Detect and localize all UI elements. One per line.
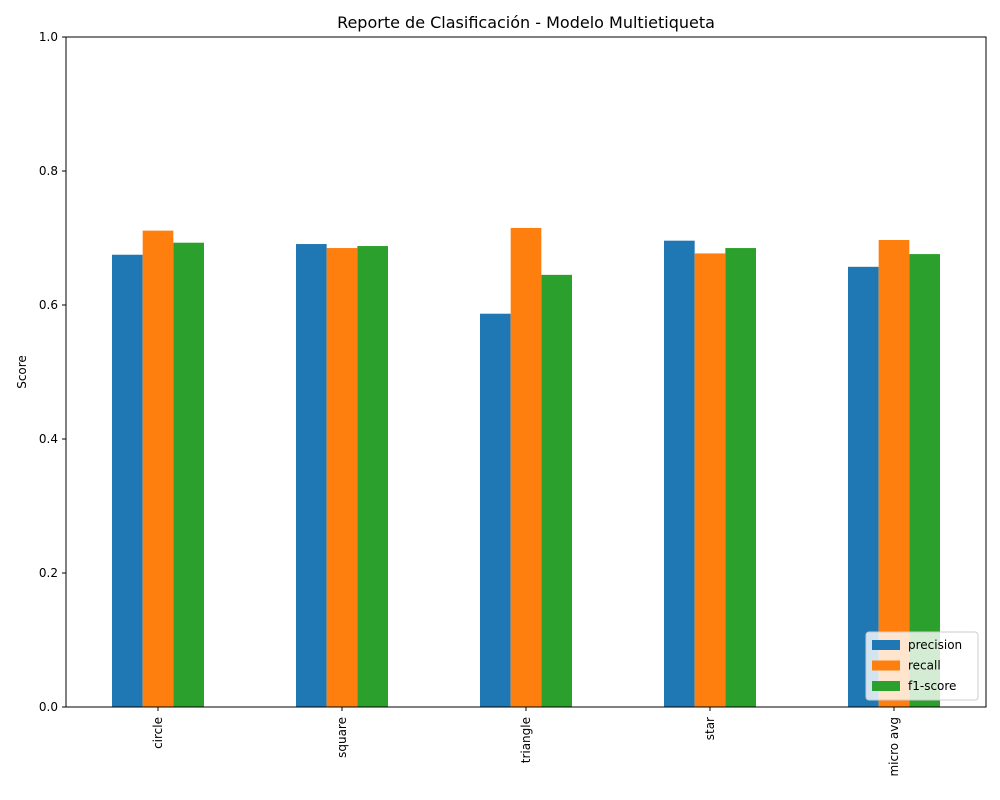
- x-tick-label: star: [703, 717, 717, 740]
- bar-precision-circle: [112, 254, 143, 707]
- legend-swatch-recall: [872, 660, 900, 671]
- bar-f1-score-circle: [173, 242, 205, 707]
- legend-label-f1-score: f1-score: [908, 679, 956, 693]
- bar-f1-score-star: [725, 248, 757, 708]
- y-tick-label: 0.4: [39, 432, 58, 446]
- y-tick-label: 0.2: [39, 566, 58, 580]
- x-tick-label: square: [335, 717, 349, 758]
- bar-recall-star: [694, 253, 726, 707]
- legend-label-recall: recall: [908, 659, 941, 673]
- legend-swatch-f1-score: [872, 681, 900, 691]
- bar-f1-score-square: [357, 246, 389, 708]
- bar-recall-triangle: [510, 227, 542, 707]
- x-tick-label: micro avg: [887, 717, 901, 777]
- y-tick-label: 0.0: [39, 700, 58, 714]
- legend-label-precision: precision: [908, 638, 962, 652]
- y-tick-label: 0.8: [39, 164, 58, 178]
- bar-precision-triangle: [480, 313, 511, 707]
- legend: precision recall f1-score: [865, 631, 979, 701]
- legend-swatch-precision: [872, 640, 900, 650]
- bar-f1-score-triangle: [541, 274, 573, 707]
- x-tick-label: circle: [151, 717, 165, 749]
- plot-frame: [65, 36, 987, 708]
- y-axis-label: Score: [15, 355, 29, 389]
- x-tick-label: triangle: [519, 717, 533, 763]
- y-tick-label: 0.6: [39, 298, 58, 312]
- chart-title: Reporte de Clasificación - Modelo Multie…: [337, 13, 715, 32]
- bars-group: [112, 227, 941, 708]
- bar-recall-micro-avg: [878, 240, 910, 707]
- bar-recall-circle: [142, 230, 174, 707]
- bar-precision-square: [296, 244, 327, 707]
- bar-precision-star: [664, 240, 695, 707]
- y-tick-label: 1.0: [39, 30, 58, 44]
- bar-recall-square: [326, 248, 358, 708]
- axes-group: circle square triangle star micro avg 0.0 0.2 0…: [39, 30, 987, 777]
